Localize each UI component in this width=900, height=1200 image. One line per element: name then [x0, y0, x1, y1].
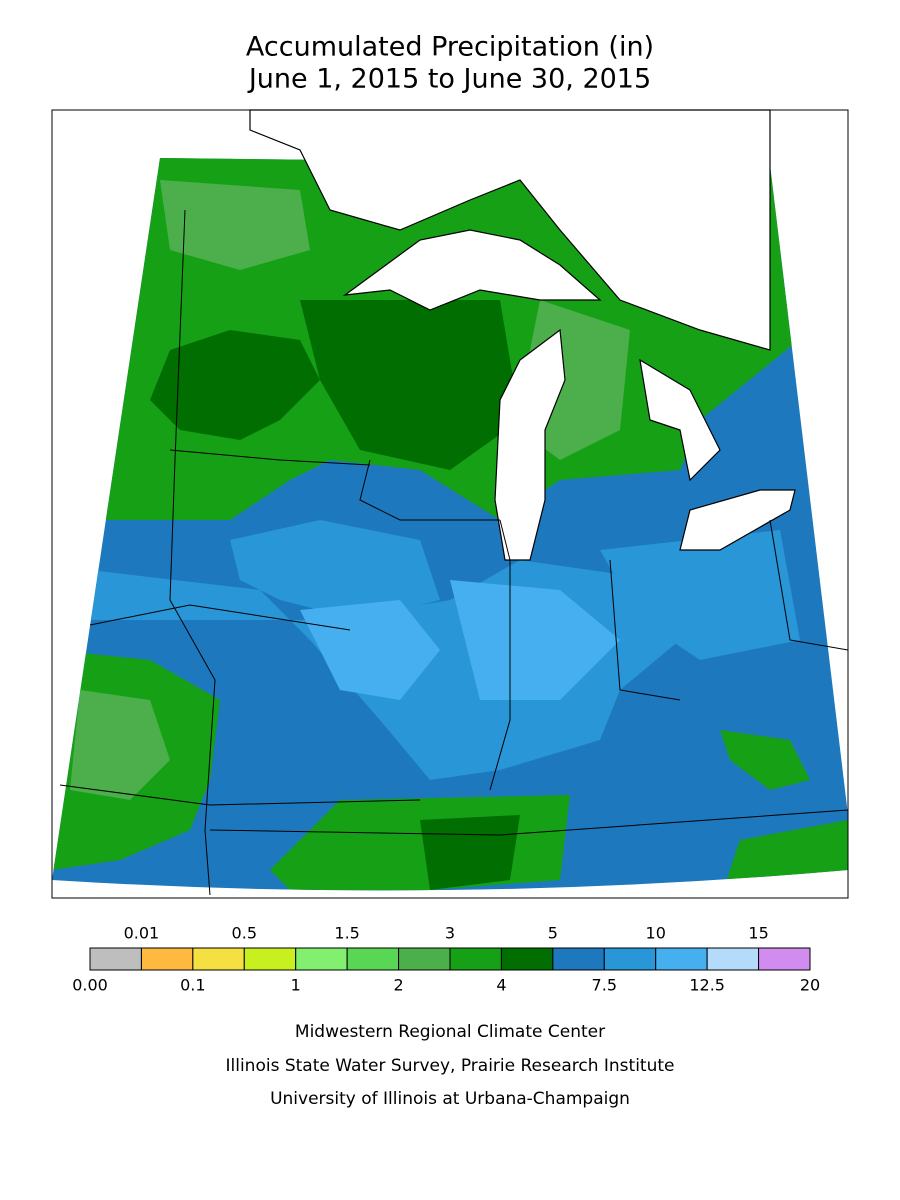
- legend-box: [552, 947, 605, 971]
- legend-box: [346, 947, 400, 971]
- footer-line: Midwestern Regional Climate Center: [295, 1022, 605, 1042]
- legend-box: [449, 947, 502, 971]
- legend-box: [140, 947, 194, 971]
- footer-line: University of Illinois at Urbana-Champai…: [270, 1089, 630, 1109]
- title-line: Accumulated Precipitation (in): [246, 32, 654, 63]
- state-borders: [51, 109, 849, 899]
- legend-label: 1.5: [334, 924, 359, 943]
- legend-box: [398, 947, 451, 971]
- legend-box: [243, 947, 297, 971]
- legend-box: [706, 947, 760, 971]
- footer-line: Illinois State Water Survey, Prairie Res…: [226, 1056, 675, 1076]
- legend-box: [655, 947, 708, 971]
- legend-label: 20: [800, 976, 820, 995]
- legend-box: [603, 947, 657, 971]
- legend-label: 10: [646, 924, 666, 943]
- legend-box: [89, 947, 142, 971]
- legend-label: 5: [548, 924, 558, 943]
- legend-label: 4: [496, 976, 506, 995]
- legend-label: 0.00: [72, 976, 108, 995]
- legend-label: 2: [393, 976, 403, 995]
- legend-box: [192, 947, 245, 971]
- legend-box: [500, 947, 554, 971]
- legend-label: 0.1: [180, 976, 205, 995]
- map: [51, 109, 849, 899]
- legend-box: [758, 947, 811, 971]
- legend-label: 3: [445, 924, 455, 943]
- legend-label: 0.01: [124, 924, 160, 943]
- legend-label: 0.5: [232, 924, 257, 943]
- legend-label: 15: [748, 924, 768, 943]
- legend: 0.00 0.01 0.1 0.5 1 1.5 2 3 4 5 7.5 10 12.5 15 20: [72, 924, 820, 995]
- legend-label: 12.5: [689, 976, 725, 995]
- title-line: June 1, 2015 to June 30, 2015: [247, 64, 651, 95]
- legend-label: 1: [291, 976, 301, 995]
- legend-box: [295, 947, 348, 971]
- legend-label: 7.5: [592, 976, 617, 995]
